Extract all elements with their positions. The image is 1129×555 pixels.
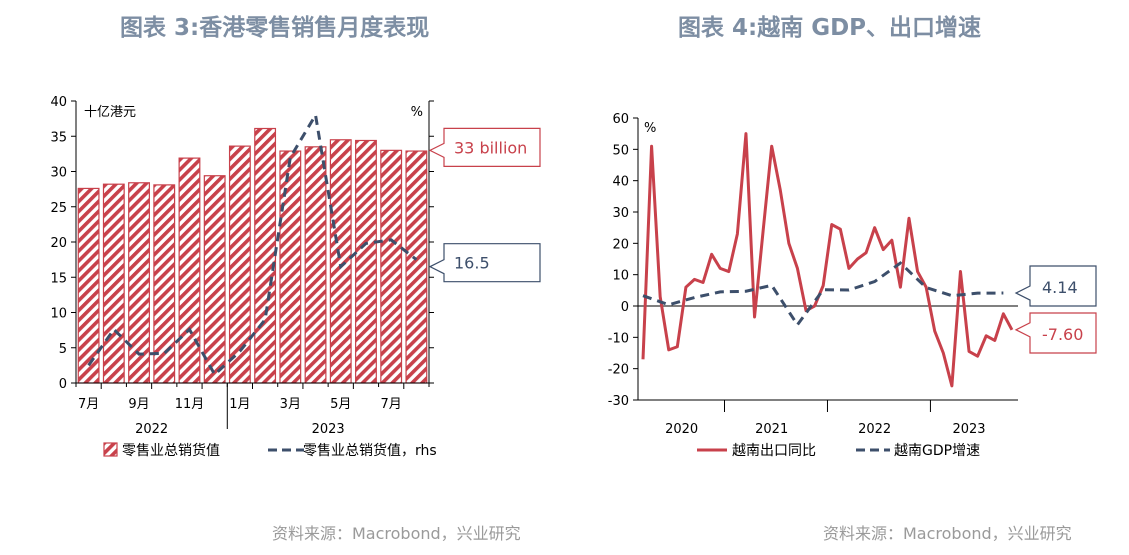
y-tick-label: 30 bbox=[612, 206, 629, 221]
x-tick-label: 5月 bbox=[330, 397, 351, 412]
bar-2022-12 bbox=[203, 175, 226, 384]
line-vietnam-exports-yoy bbox=[641, 132, 1014, 388]
callout-gdp-latest-text: 4.14 bbox=[1042, 278, 1078, 297]
bar-2023-02 bbox=[254, 127, 277, 384]
left-source-note: 资料来源：Macrobond，兴业研究 bbox=[272, 524, 521, 543]
x-tick-label: 9月 bbox=[128, 397, 149, 412]
callout-exports-latest-box bbox=[1014, 312, 1097, 354]
x-tick-label: 7月 bbox=[381, 397, 402, 412]
bar-2023-03 bbox=[279, 150, 302, 384]
right-source-note: 资料来源：Macrobond，兴业研究 bbox=[823, 524, 1072, 543]
legend-bar-swatch bbox=[103, 442, 118, 457]
left-unit-label: 十亿港元 bbox=[84, 105, 136, 120]
left-chart-title: 图表 3:香港零售销售月度表现 bbox=[120, 15, 430, 41]
y-tick-label: -10 bbox=[608, 331, 629, 346]
y-tick-label: 0 bbox=[59, 377, 67, 392]
y-tick-label: -20 bbox=[608, 363, 629, 378]
x-tick-label: 1月 bbox=[229, 397, 250, 412]
year-label-2020: 2020 bbox=[665, 422, 698, 437]
x-tick-label: 3月 bbox=[280, 397, 301, 412]
unit-label: % bbox=[644, 121, 656, 136]
bar-2023-08 bbox=[405, 150, 428, 384]
line-vietnam-gdp-growth bbox=[642, 261, 1004, 328]
y-tick-label: 10 bbox=[50, 307, 67, 322]
vietnam-gdp-export-chart: -30 -20 -10 0 10 20 30 40 50 60% 2020 2021 2022 2023 4… bbox=[608, 112, 1097, 459]
y-tick-label: 40 bbox=[612, 175, 629, 190]
x-tick-label: 11月 bbox=[175, 397, 205, 412]
right-unit-label: % bbox=[411, 105, 423, 120]
bar-2023-01 bbox=[228, 145, 251, 384]
bar-2022-08 bbox=[102, 183, 125, 384]
year-label-2023: 2023 bbox=[952, 422, 985, 437]
callout-bar-latest-box bbox=[428, 127, 541, 167]
legend-line-label: 零售业总销货值，rhs bbox=[303, 442, 437, 459]
bar-2023-04 bbox=[304, 146, 327, 384]
callout-exports-latest-text: -7.60 bbox=[1042, 325, 1083, 344]
y-tick-label: 15 bbox=[50, 271, 67, 286]
bar-2023-06 bbox=[355, 139, 377, 384]
legend-exports-label: 越南出口同比 bbox=[732, 443, 816, 459]
year-label-2021: 2021 bbox=[755, 422, 788, 437]
y-tick-label: 20 bbox=[612, 237, 629, 252]
year-label-2022: 2022 bbox=[858, 422, 891, 437]
legend-bar-label: 零售业总销货值 bbox=[122, 442, 220, 459]
legend-gdp-label: 越南GDP增速 bbox=[894, 443, 980, 459]
callout-gdp-latest-box bbox=[1014, 265, 1097, 307]
y-tick-label: 30 bbox=[50, 166, 67, 181]
y-tick-label: 20 bbox=[50, 236, 67, 251]
x-tick-label: 7月 bbox=[78, 397, 99, 412]
bar-2023-07 bbox=[380, 149, 403, 384]
callout-bar-latest-text: 33 billion bbox=[454, 138, 527, 157]
y-tick-label: 60 bbox=[612, 112, 629, 127]
right-chart-title: 图表 4:越南 GDP、出口增速 bbox=[678, 15, 982, 41]
bar-2022-07 bbox=[77, 187, 100, 384]
year-label-2022: 2022 bbox=[135, 422, 168, 437]
y-tick-label: 35 bbox=[50, 130, 67, 145]
bar-2023-05 bbox=[329, 139, 352, 384]
callout-line-latest-box bbox=[428, 243, 541, 283]
y-tick-label: 25 bbox=[50, 201, 67, 216]
callout-line-latest-text: 16.5 bbox=[454, 254, 490, 273]
y-tick-label: -30 bbox=[608, 394, 629, 409]
y-tick-label: 0 bbox=[621, 300, 629, 315]
y-tick-label: 5 bbox=[59, 342, 67, 357]
retail-sales-chart: 0 5 10 15 20 25 30 35 40 7月 9月 11月 1月 3月 5月 7月 2022 2023 十… bbox=[50, 95, 541, 459]
year-label-2023: 2023 bbox=[312, 422, 345, 437]
y-tick-label: 40 bbox=[50, 95, 67, 110]
bar-2022-11 bbox=[178, 157, 201, 384]
line-series-rhs bbox=[87, 110, 418, 377]
y-tick-label: 10 bbox=[612, 269, 629, 284]
y-tick-label: 50 bbox=[612, 143, 629, 158]
